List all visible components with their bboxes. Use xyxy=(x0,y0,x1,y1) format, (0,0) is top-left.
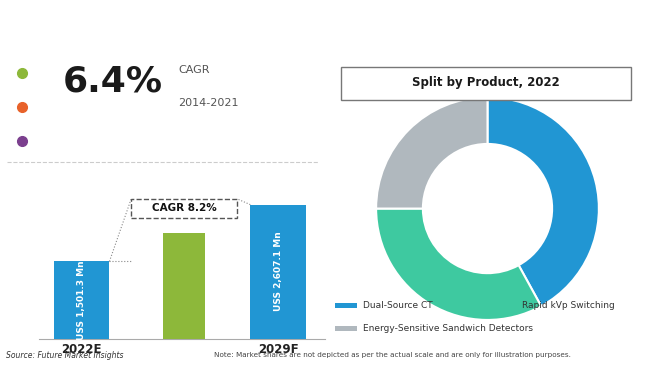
Wedge shape xyxy=(376,97,488,209)
Text: Rapid kVp Switching: Rapid kVp Switching xyxy=(523,301,615,310)
Bar xyxy=(494,303,516,308)
Text: 2014-2021: 2014-2021 xyxy=(178,97,239,108)
Text: CAGR: CAGR xyxy=(178,65,209,75)
Text: Dual-Source CT: Dual-Source CT xyxy=(363,301,433,310)
Text: Energy-Sensitive Sandwich Detectors: Energy-Sensitive Sandwich Detectors xyxy=(363,324,533,333)
Text: Note: Market shares are not depicted as per the actual scale and are only for il: Note: Market shares are not depicted as … xyxy=(214,352,571,358)
Text: Global Dual and Multi-Energy Computed Tomography (CT) Market Analysis, 2022-2029: Global Dual and Multi-Energy Computed To… xyxy=(10,21,581,34)
Wedge shape xyxy=(376,209,541,320)
Text: Source: Future Market Insights: Source: Future Market Insights xyxy=(6,351,124,360)
Text: 6.4%: 6.4% xyxy=(62,65,162,99)
Bar xyxy=(162,233,205,339)
Bar xyxy=(250,205,306,339)
Bar xyxy=(341,67,631,100)
Wedge shape xyxy=(488,97,599,306)
Text: Split by Product, 2022: Split by Product, 2022 xyxy=(412,76,560,89)
Bar xyxy=(335,303,357,308)
Text: CAGR 8.2%: CAGR 8.2% xyxy=(151,203,216,213)
FancyBboxPatch shape xyxy=(131,199,237,218)
Bar xyxy=(54,262,109,339)
Bar xyxy=(335,326,357,331)
Text: USS 2,607.1 Mn: USS 2,607.1 Mn xyxy=(274,232,283,311)
Text: USS 1,501.3 Mn: USS 1,501.3 Mn xyxy=(77,260,86,340)
